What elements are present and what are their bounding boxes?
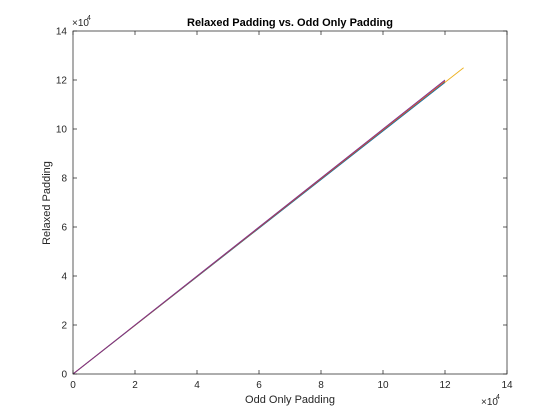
chart-title: Relaxed Padding vs. Odd Only Padding — [187, 17, 393, 29]
x-tick-label: 8 — [318, 380, 324, 391]
x-axis-label: Odd Only Padding — [245, 394, 335, 406]
y-tick-label: 6 — [61, 223, 67, 234]
x-tick-label: 6 — [256, 380, 262, 391]
x-exponent-base: ×10 — [481, 397, 498, 408]
x-tick-label: 12 — [439, 380, 451, 391]
x-tick-label: 4 — [194, 380, 200, 391]
x-tick-labels: 0 2 4 6 8 10 12 14 — [70, 380, 513, 391]
y-tick-label: 12 — [56, 76, 68, 87]
x-tick-label: 14 — [501, 380, 513, 391]
x-tick-label: 0 — [70, 380, 76, 391]
y-exponent: ×10 4 — [72, 15, 91, 29]
x-exponent: ×10 4 — [481, 394, 500, 408]
y-tick-label: 0 — [61, 370, 67, 381]
tick-marks — [72, 30, 508, 375]
y-tick-label: 14 — [56, 27, 68, 38]
axes — [72, 30, 508, 375]
x-exponent-power: 4 — [496, 394, 500, 401]
series-line-4 — [72, 79, 446, 375]
x-tick-label: 10 — [377, 380, 389, 391]
y-exponent-base: ×10 — [72, 18, 89, 29]
y-axis-label: Relaxed Padding — [41, 161, 53, 245]
y-tick-label: 4 — [61, 272, 67, 283]
series-group — [72, 67, 464, 375]
y-tick-label: 8 — [61, 174, 67, 185]
y-tick-labels: 0 2 4 6 8 10 12 14 — [56, 27, 68, 381]
x-tick-label: 2 — [132, 380, 138, 391]
y-tick-label: 2 — [61, 321, 67, 332]
axes-box — [72, 30, 508, 375]
y-tick-label: 10 — [56, 125, 68, 136]
y-exponent-power: 4 — [87, 15, 91, 22]
